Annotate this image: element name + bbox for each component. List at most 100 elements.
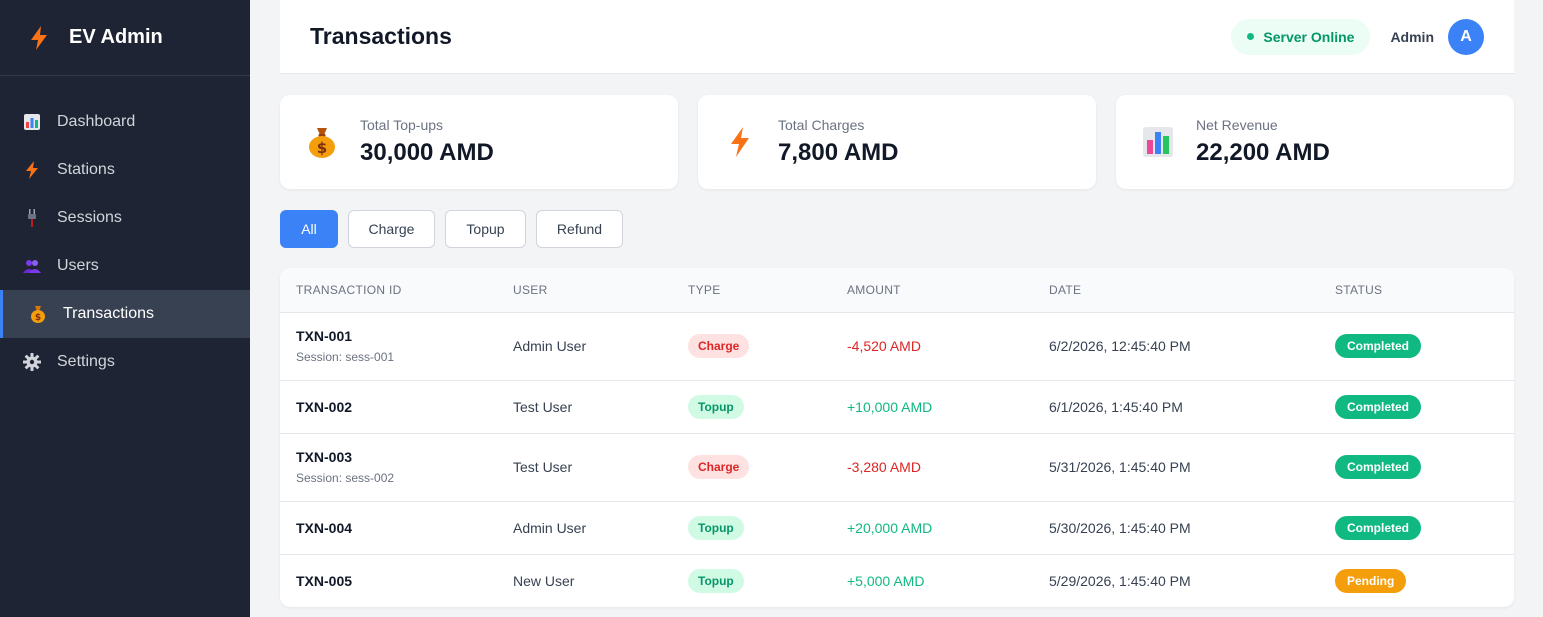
filter-refund-button[interactable]: Refund <box>536 210 623 248</box>
avatar[interactable]: A <box>1448 18 1484 55</box>
amount-cell: +20,000 AMD <box>831 501 1033 555</box>
col-header: USER <box>513 282 548 297</box>
stat-label: Total Charges <box>778 117 865 133</box>
txn-id: TXN-005 <box>296 572 353 589</box>
top-header: Transactions Server Online Admin A <box>280 0 1514 74</box>
col-header: DATE <box>1049 282 1082 297</box>
amount-cell: +5,000 AMD <box>847 572 925 589</box>
table-header-row: TRANSACTION ID USER TYPE AMOUNT DATE STA… <box>280 268 1514 312</box>
table-row[interactable]: TXN-003 Session: sess-002 Test User Char… <box>280 433 1514 502</box>
money-bag-icon: $ <box>29 305 47 323</box>
type-badge: Charge <box>688 455 750 479</box>
status-badge: Completed <box>1335 515 1422 540</box>
status-cell: Completed <box>1319 380 1514 434</box>
sidebar-item-dashboard[interactable]: Dashboard <box>0 98 250 146</box>
col-header: TYPE <box>688 282 721 297</box>
col-header: STATUS <box>1335 282 1383 297</box>
user-cell: Admin User <box>497 501 672 555</box>
sidebar-item-label: Dashboard <box>57 113 136 130</box>
status-badge: Completed <box>1335 334 1422 358</box>
filter-topup-button[interactable]: Topup <box>445 210 526 248</box>
type-cell: Charge <box>672 312 831 381</box>
status-badge: Pending <box>1335 568 1407 593</box>
sidebar-item-label: Stations <box>57 161 115 178</box>
sidebar-item-sessions[interactable]: Sessions <box>0 194 250 242</box>
status-cell: Completed <box>1319 312 1514 381</box>
stat-value: 22,200 AMD <box>1196 139 1330 166</box>
sidebar-nav: Dashboard Stations Sessions Users $ Tran… <box>0 98 250 386</box>
stat-card-charges: Total Charges 7,800 AMD <box>698 95 1096 189</box>
type-cell: Topup <box>672 554 831 607</box>
transactions-table-card: TRANSACTION ID USER TYPE AMOUNT DATE STA… <box>280 268 1514 607</box>
sidebar-item-stations[interactable]: Stations <box>0 146 250 194</box>
txn-session: Session: sess-002 <box>296 471 395 485</box>
admin-name: Admin <box>1390 28 1434 45</box>
sidebar-item-users[interactable]: Users <box>0 242 250 290</box>
sidebar: EV Admin Dashboard Stations Sessions Use… <box>0 0 250 617</box>
svg-text:$: $ <box>35 313 41 323</box>
table-row[interactable]: TXN-001 Session: sess-001 Admin User Cha… <box>280 312 1514 381</box>
user-cell: Admin User <box>497 312 672 381</box>
sidebar-item-label: Transactions <box>63 305 154 322</box>
table-row[interactable]: TXN-005 New User Topup +5,000 AMD 5/29/2… <box>280 554 1514 607</box>
type-badge: Charge <box>688 334 750 358</box>
filter-charge-button[interactable]: Charge <box>348 210 435 248</box>
stats-row: $ Total Top-ups 30,000 AMD Total Charges… <box>280 95 1514 189</box>
filter-bar: All Charge Topup Refund <box>280 210 633 248</box>
txn-id: TXN-003 <box>296 449 353 465</box>
bar-chart-icon <box>23 113 41 131</box>
lightning-icon <box>23 161 41 179</box>
user-cell: New User <box>513 572 575 589</box>
amount-cell: -4,520 AMD <box>831 312 1033 381</box>
lightning-icon <box>28 25 50 51</box>
stat-label: Net Revenue <box>1196 117 1278 133</box>
plug-icon <box>23 209 41 227</box>
stat-value: 7,800 AMD <box>778 139 899 166</box>
col-header: TRANSACTION ID <box>296 282 402 297</box>
type-cell: Charge <box>672 433 831 502</box>
txn-id: TXN-004 <box>296 519 353 536</box>
col-header: AMOUNT <box>847 282 901 297</box>
status-dot-icon <box>1247 33 1255 40</box>
user-cell: Test User <box>497 433 672 502</box>
table-row[interactable]: TXN-004 Admin User Topup +20,000 AMD 5/3… <box>280 501 1514 555</box>
stat-label: Total Top-ups <box>360 117 444 133</box>
type-badge: Topup <box>688 568 744 593</box>
sidebar-item-transactions[interactable]: $ Transactions <box>0 290 250 338</box>
sidebar-item-settings[interactable]: Settings <box>0 338 250 386</box>
txn-id: TXN-002 <box>296 398 353 415</box>
date-cell: 5/30/2026, 1:45:40 PM <box>1033 501 1319 555</box>
stat-value: 30,000 AMD <box>360 139 494 166</box>
filter-all-button[interactable]: All <box>280 210 338 248</box>
status-cell: Pending <box>1319 554 1514 607</box>
server-status-text: Server Online <box>1263 28 1355 45</box>
bar-chart-icon <box>1142 125 1174 159</box>
type-cell: Topup <box>672 501 831 555</box>
table-row[interactable]: TXN-002 Test User Topup +10,000 AMD 6/1/… <box>280 380 1514 434</box>
txn-id-cell: TXN-005 <box>280 554 497 607</box>
status-cell: Completed <box>1319 433 1514 502</box>
date-cell: 5/31/2026, 1:45:40 PM <box>1033 433 1319 502</box>
page-title: Transactions <box>310 23 452 49</box>
status-badge: Completed <box>1335 394 1422 419</box>
txn-id-cell: TXN-001 Session: sess-001 <box>280 312 497 381</box>
brand[interactable]: EV Admin <box>0 0 250 76</box>
sidebar-item-label: Sessions <box>57 209 122 226</box>
lightning-icon <box>724 125 756 159</box>
user-cell: Test User <box>497 380 672 434</box>
brand-title: EV Admin <box>69 26 163 48</box>
stat-card-topups: $ Total Top-ups 30,000 AMD <box>280 95 678 189</box>
txn-id-cell: TXN-004 <box>280 501 497 555</box>
stat-card-revenue: Net Revenue 22,200 AMD <box>1116 95 1514 189</box>
type-cell: Topup <box>672 380 831 434</box>
sidebar-item-label: Settings <box>57 353 115 370</box>
txn-id-cell: TXN-002 <box>280 380 497 434</box>
txn-session: Session: sess-001 <box>296 350 395 364</box>
users-icon <box>23 257 41 275</box>
header-right: Server Online Admin A <box>1231 18 1484 55</box>
money-bag-icon: $ <box>306 125 338 159</box>
type-badge: Topup <box>688 394 744 419</box>
server-status-badge: Server Online <box>1231 18 1371 55</box>
transactions-table: TRANSACTION ID USER TYPE AMOUNT DATE STA… <box>280 268 1514 607</box>
type-badge: Topup <box>688 515 744 540</box>
